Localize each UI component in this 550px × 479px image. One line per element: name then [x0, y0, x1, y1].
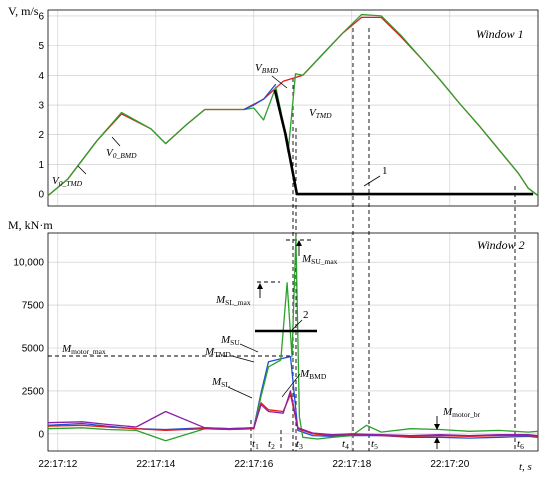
series-line-1 [273, 89, 534, 196]
series-line-v-bmd [243, 83, 277, 111]
leader-msl [227, 386, 253, 399]
y-tick-label: 2 [38, 130, 44, 141]
y-tick-label: 3 [38, 101, 44, 112]
label-mbmd: MBMD [299, 368, 327, 381]
label-t3: t3 [296, 438, 303, 451]
series-line-v0-tmd [47, 13, 539, 197]
window-2-grid [48, 233, 538, 451]
x-tick-label: 22:17:16 [234, 459, 273, 470]
window-2-ylabel: M, kN·m [8, 218, 53, 232]
label-mtmd: MTMD [204, 346, 231, 359]
leader-mtmd [231, 355, 255, 363]
x-tick-label: 22:17:20 [430, 459, 469, 470]
x-tick-label: 22:17:14 [136, 459, 175, 470]
series-line-msl [47, 390, 539, 437]
y-tick-label: 7500 [22, 301, 45, 312]
window-2-y-ticks: 0 2500 5000 7500 10,000 [13, 258, 44, 441]
label-t4: t4 [342, 438, 349, 451]
arrow-mbr-up-head [434, 437, 440, 443]
y-tick-label: 4 [38, 71, 44, 82]
label-t1: t1 [252, 438, 259, 451]
label-msu: MSU [220, 334, 240, 347]
y-tick-label: 5000 [22, 344, 45, 355]
y-tick-label: 10,000 [13, 258, 44, 269]
leader-vbmd [271, 75, 288, 89]
label-msl: MSL [211, 376, 230, 389]
window-1-panel: 0 1 2 3 4 5 6 V, m/s Window 1 [8, 4, 539, 207]
label-msu-max: MSU_max [301, 253, 338, 266]
arrow-msu-max-head [296, 240, 302, 246]
leader-msu [239, 343, 259, 353]
label-mmotor-max: Mmotor_max [61, 343, 106, 356]
label-t2: t2 [268, 438, 275, 451]
label-msl-max: MSL_max [215, 294, 251, 307]
label-vtmd: VTMD [309, 107, 332, 120]
window-1-grid [48, 10, 538, 206]
label-v0-bmd: V0_BMD [106, 147, 137, 160]
y-tick-label: 1 [38, 160, 44, 171]
leader-2 [291, 319, 303, 331]
window-1-series [47, 13, 539, 197]
y-tick-label: 0 [38, 190, 44, 201]
window-2-x-ticks: 22:17:12 22:17:14 22:17:16 22:17:18 22:17:20 [38, 459, 469, 470]
y-tick-label: 6 [38, 11, 44, 22]
label-mmotor-br: Mmotor_br [442, 406, 481, 419]
window-1-label: Window 1 [476, 27, 524, 41]
window-1-ylabel: V, m/s [8, 4, 39, 18]
label-t6: t6 [517, 438, 524, 451]
x-tick-label: 22:17:12 [38, 459, 77, 470]
arrow-msl-max-head [257, 283, 263, 289]
y-tick-label: 5 [38, 41, 44, 52]
series-line-mtmd [47, 235, 539, 442]
window-2-series [47, 235, 539, 442]
window-1-y-ticks: 0 1 2 3 4 5 6 [38, 11, 44, 200]
arrow-mbr-down-head [434, 424, 440, 430]
y-tick-label: 0 [38, 429, 44, 440]
window-1-annotations: V0_BMD V0_TMD VBMD VTMD 1 [52, 62, 388, 188]
label-1: 1 [382, 165, 388, 177]
label-2: 2 [303, 309, 309, 321]
series-line-mbmd [47, 393, 539, 438]
label-vbmd: VBMD [255, 62, 279, 75]
window-2-label: Window 2 [477, 238, 525, 252]
leader-1 [363, 175, 381, 187]
label-v0-tmd: V0_TMD [52, 175, 83, 188]
window-2-xlabel: t, s [519, 461, 532, 473]
leader-mbmd [281, 373, 301, 398]
leader-v0-tmd [77, 165, 87, 175]
leader-v0-bmd [111, 136, 121, 147]
window-2-annotations: Mmotor_max MSU_max MSL_max 2 MSU MTMD MS… [61, 240, 524, 451]
event-lines [48, 28, 516, 451]
x-tick-label: 22:17:18 [332, 459, 371, 470]
y-tick-label: 2500 [22, 386, 45, 397]
label-t5: t5 [371, 438, 378, 451]
